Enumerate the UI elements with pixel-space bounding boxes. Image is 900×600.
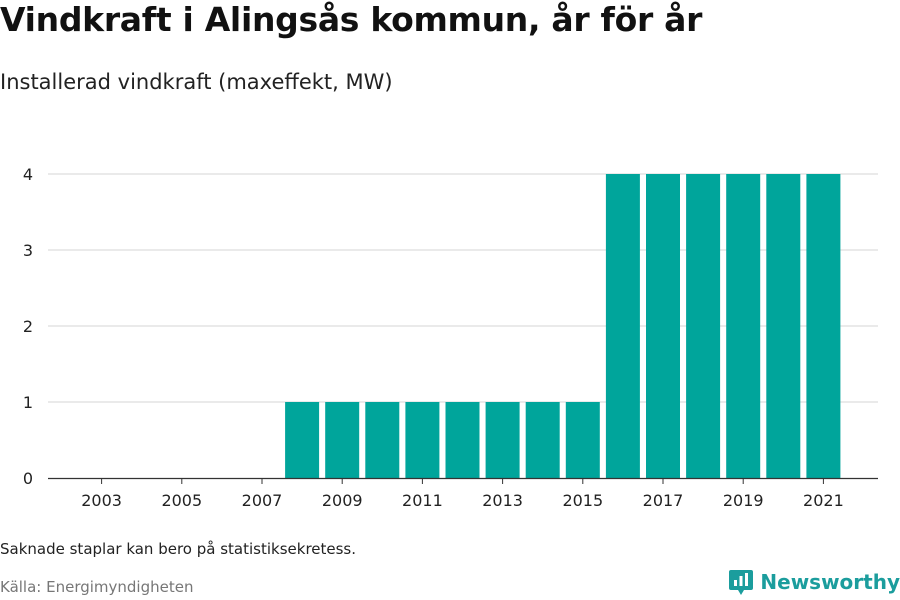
bar-2016 [605, 174, 640, 478]
footnote: Saknade staplar kan bero på statistiksek… [0, 540, 357, 558]
y-tick-label: 4 [23, 165, 33, 184]
bar-2012 [445, 402, 480, 478]
bar-2011 [405, 402, 440, 478]
bar-2008 [285, 402, 320, 478]
x-tick-label: 2011 [402, 491, 443, 510]
newsworthy-icon [729, 570, 754, 595]
bar-2021 [806, 174, 841, 478]
bar-2017 [646, 174, 680, 478]
bar-2010 [365, 402, 400, 478]
bar-2018 [686, 174, 721, 478]
bar-2020 [766, 174, 801, 478]
brand-logo[interactable]: Newsworthy [728, 568, 900, 596]
chart-subtitle: Installerad vindkraft (maxeffekt, MW) [0, 70, 393, 94]
source-text: Källa: Energimyndigheten [0, 578, 194, 596]
chart-title: Vindkraft i Alingsås kommun, år för år [0, 0, 703, 39]
bar-2009 [325, 402, 360, 478]
x-tick-label: 2013 [482, 491, 523, 510]
brand-name: Newsworthy [760, 570, 900, 594]
bar-2019 [726, 174, 761, 478]
bar-2014 [525, 402, 560, 478]
x-tick-label: 2009 [322, 491, 363, 510]
bar-2013 [485, 402, 520, 478]
y-tick-label: 0 [23, 469, 33, 488]
x-tick-label: 2015 [562, 491, 603, 510]
bar-chart: 0 1 2 3 4 2003 2005 2007 2009 2011 2013 2015 2017 201… [23, 165, 878, 510]
x-tick-label: 2019 [723, 491, 764, 510]
x-tick-label: 2005 [161, 491, 202, 510]
y-tick-label: 1 [23, 393, 33, 412]
y-tick-label: 2 [23, 317, 33, 336]
y-tick-label: 3 [23, 241, 33, 260]
bar-2015 [565, 402, 600, 478]
x-tick-label: 2007 [242, 491, 283, 510]
x-tick-label: 2021 [803, 491, 844, 510]
x-tick-label: 2017 [643, 491, 684, 510]
x-tick-label: 2003 [81, 491, 122, 510]
